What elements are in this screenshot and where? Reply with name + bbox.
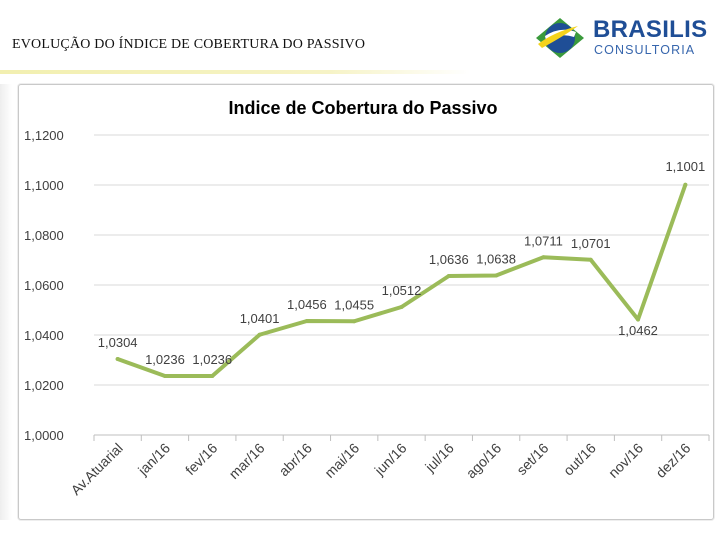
data-label: 1,0512 xyxy=(382,283,422,298)
data-label: 1,0304 xyxy=(98,335,138,350)
y-axis-ticks: 1,0000 1,0200 1,0400 1,0600 1,0800 1,1000 1,12… xyxy=(24,128,64,443)
brasilis-logo: BRASILIS CONSULTORIA xyxy=(534,12,718,62)
x-tick-label: set/16 xyxy=(513,440,551,478)
slide-title: EVOLUÇÃO DO ÍNDICE DE COBERTURA DO PASSI… xyxy=(12,37,366,52)
logo-subtitle: CONSULTORIA xyxy=(594,43,696,57)
series-line xyxy=(115,182,688,378)
brasilis-globe-icon xyxy=(536,18,584,58)
logo-name: BRASILIS xyxy=(593,16,708,43)
data-point xyxy=(494,273,499,278)
gridlines xyxy=(94,134,709,436)
x-tick-label: nov/16 xyxy=(605,440,646,481)
x-tick-label: ago/16 xyxy=(463,440,505,482)
data-label: 1,0701 xyxy=(571,236,611,251)
data-label: 1,0236 xyxy=(192,352,232,367)
x-axis-ticks: Av.Atuarial jan/16 fev/16 mar/16 abr/16 mai/1… xyxy=(68,435,710,498)
data-label: 1,0462 xyxy=(618,323,658,338)
data-labels: 1,0304 1,0236 1,0236 1,0401 1,0456 1,0455 1,05… xyxy=(98,159,705,367)
data-point xyxy=(399,305,404,309)
line-chart: Indice de Cobertura do Passivo 1,00001,0… xyxy=(24,98,710,498)
data-point xyxy=(683,182,688,187)
x-tick-label: jan/16 xyxy=(134,440,173,479)
slide-left-shadow xyxy=(0,84,12,520)
chart-title: Indice de Cobertura do Passivo xyxy=(228,98,497,118)
data-label: 1,0638 xyxy=(476,252,516,267)
x-tick-label: dez/16 xyxy=(652,440,693,481)
data-label: 1,0456 xyxy=(287,297,327,312)
data-label: 1,0636 xyxy=(429,252,469,267)
x-tick-label: mar/16 xyxy=(226,440,268,482)
y-tick-label: 1,0000 xyxy=(24,428,64,443)
data-point xyxy=(257,332,262,337)
data-label: 1,0711 xyxy=(524,233,563,248)
data-label: 1,1001 xyxy=(665,159,705,174)
data-point xyxy=(446,274,451,278)
y-tick-label: 1,0600 xyxy=(24,278,64,293)
x-tick-label: fev/16 xyxy=(182,440,220,478)
y-tick-label: 1,1200 xyxy=(24,128,64,143)
data-point xyxy=(115,357,120,361)
x-tick-label: out/16 xyxy=(560,440,599,479)
chart-frame: Indice de Cobertura do Passivo 1,0000 1,0… xyxy=(18,84,714,520)
x-tick-label: Av.Atuarial xyxy=(68,440,126,498)
data-point xyxy=(588,257,593,262)
data-point xyxy=(636,317,641,322)
data-label: 1,0401 xyxy=(240,311,280,326)
data-label: 1,0236 xyxy=(145,352,185,367)
data-point xyxy=(352,319,357,324)
y-tick-label: 1,0400 xyxy=(24,328,64,343)
header-divider xyxy=(0,70,470,74)
x-tick-label: abr/16 xyxy=(276,440,316,480)
x-tick-label: jul/16 xyxy=(421,440,457,476)
y-tick-label: 1,1000 xyxy=(24,178,64,193)
data-point xyxy=(162,374,167,378)
data-point xyxy=(541,255,546,260)
data-point xyxy=(210,374,215,378)
y-tick-label: 1,0200 xyxy=(24,378,64,393)
series-line-layer xyxy=(115,182,688,378)
x-tick-label: mai/16 xyxy=(321,440,362,481)
y-tick-label: 1,0800 xyxy=(24,228,64,243)
x-tick-label: jun/16 xyxy=(371,440,410,479)
data-label: 1,0455 xyxy=(334,297,374,312)
data-point xyxy=(304,319,309,323)
